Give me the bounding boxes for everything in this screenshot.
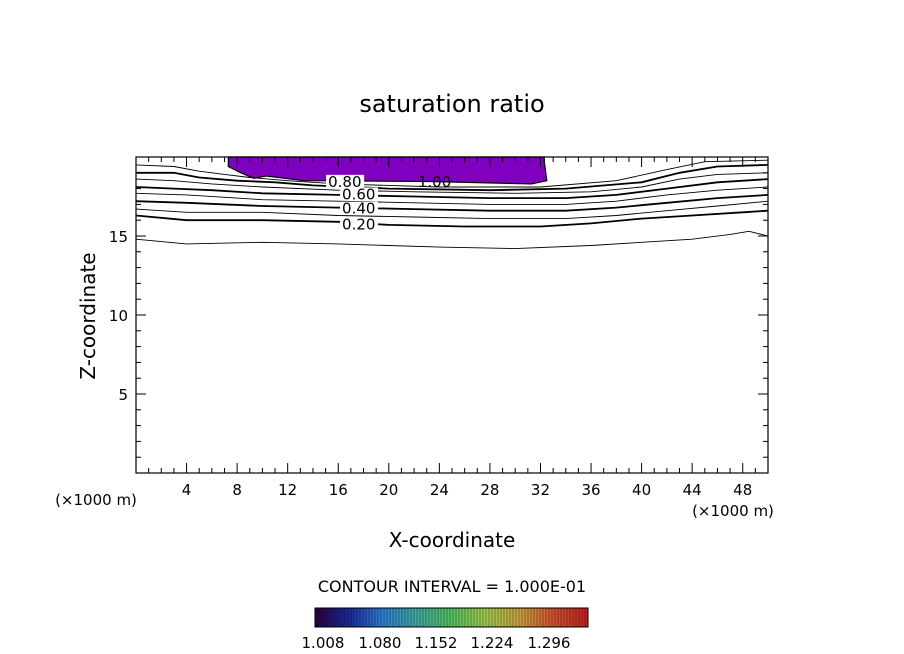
chart-title: saturation ratio (359, 90, 544, 118)
contour-line-6 (135, 178, 769, 200)
x-tick-label: 12 (278, 481, 297, 499)
colorbar-gradient (314, 607, 589, 628)
colorbar-label: 1.296 (528, 634, 571, 652)
x-unit-left: (×1000 m) (55, 491, 137, 509)
contour-line-4 (135, 194, 769, 212)
contour-label: 0.40 (342, 200, 375, 218)
x-tick-label: 48 (733, 481, 752, 499)
contour-line-2 (135, 209, 769, 228)
contour-interval-text: CONTOUR INTERVAL = 1.000E-01 (318, 577, 586, 596)
y-axis-label: Z-coordinate (76, 252, 100, 379)
x-tick-label: 36 (581, 481, 600, 499)
colorbar-label: 1.224 (471, 634, 514, 652)
x-tick-label: 24 (430, 481, 449, 499)
x-axis-label: X-coordinate (389, 528, 516, 552)
contour-label-bg (326, 174, 365, 188)
plot-area: 0.200.400.600.80 1.004 8 12 16 20 24 28 32 36 40 44… (109, 156, 769, 499)
contour-label-bg (340, 217, 379, 231)
x-tick-label: 20 (379, 481, 398, 499)
colorbar-label: 1.152 (415, 634, 458, 652)
x-unit-right: (×1000 m) (692, 502, 774, 520)
contour-label: 0.60 (342, 186, 375, 204)
x-tick-label: 32 (531, 481, 550, 499)
contour-line-3 (135, 200, 769, 220)
colorbar-label: 1.080 (359, 634, 402, 652)
x-tick-label: 44 (683, 481, 702, 499)
contour-line-7 (135, 172, 769, 194)
colorbar: 1.008 1.080 1.152 1.224 1.296 (302, 607, 589, 652)
contour-label: 0.20 (342, 216, 375, 234)
contour-label: 0.80 (328, 173, 361, 191)
y-tick-label: 15 (109, 228, 128, 246)
y-tick-label: 5 (118, 386, 128, 404)
contour-label-bg (340, 201, 379, 215)
y-tick-label: 10 (109, 307, 128, 325)
x-tick-label: 40 (632, 481, 651, 499)
x-tick-label: 8 (232, 481, 242, 499)
x-tick-label: 4 (182, 481, 192, 499)
contour-label-bg (340, 187, 379, 201)
contour-line-5 (135, 186, 769, 205)
contour-line-1 (135, 230, 769, 250)
colorbar-label: 1.008 (302, 634, 345, 652)
x-tick-label: 16 (329, 481, 348, 499)
contour-line-8 (136, 164, 769, 192)
contour-label: 1.00 (418, 173, 451, 191)
supersaturation-region (227, 156, 548, 185)
x-tick-label: 28 (480, 481, 499, 499)
